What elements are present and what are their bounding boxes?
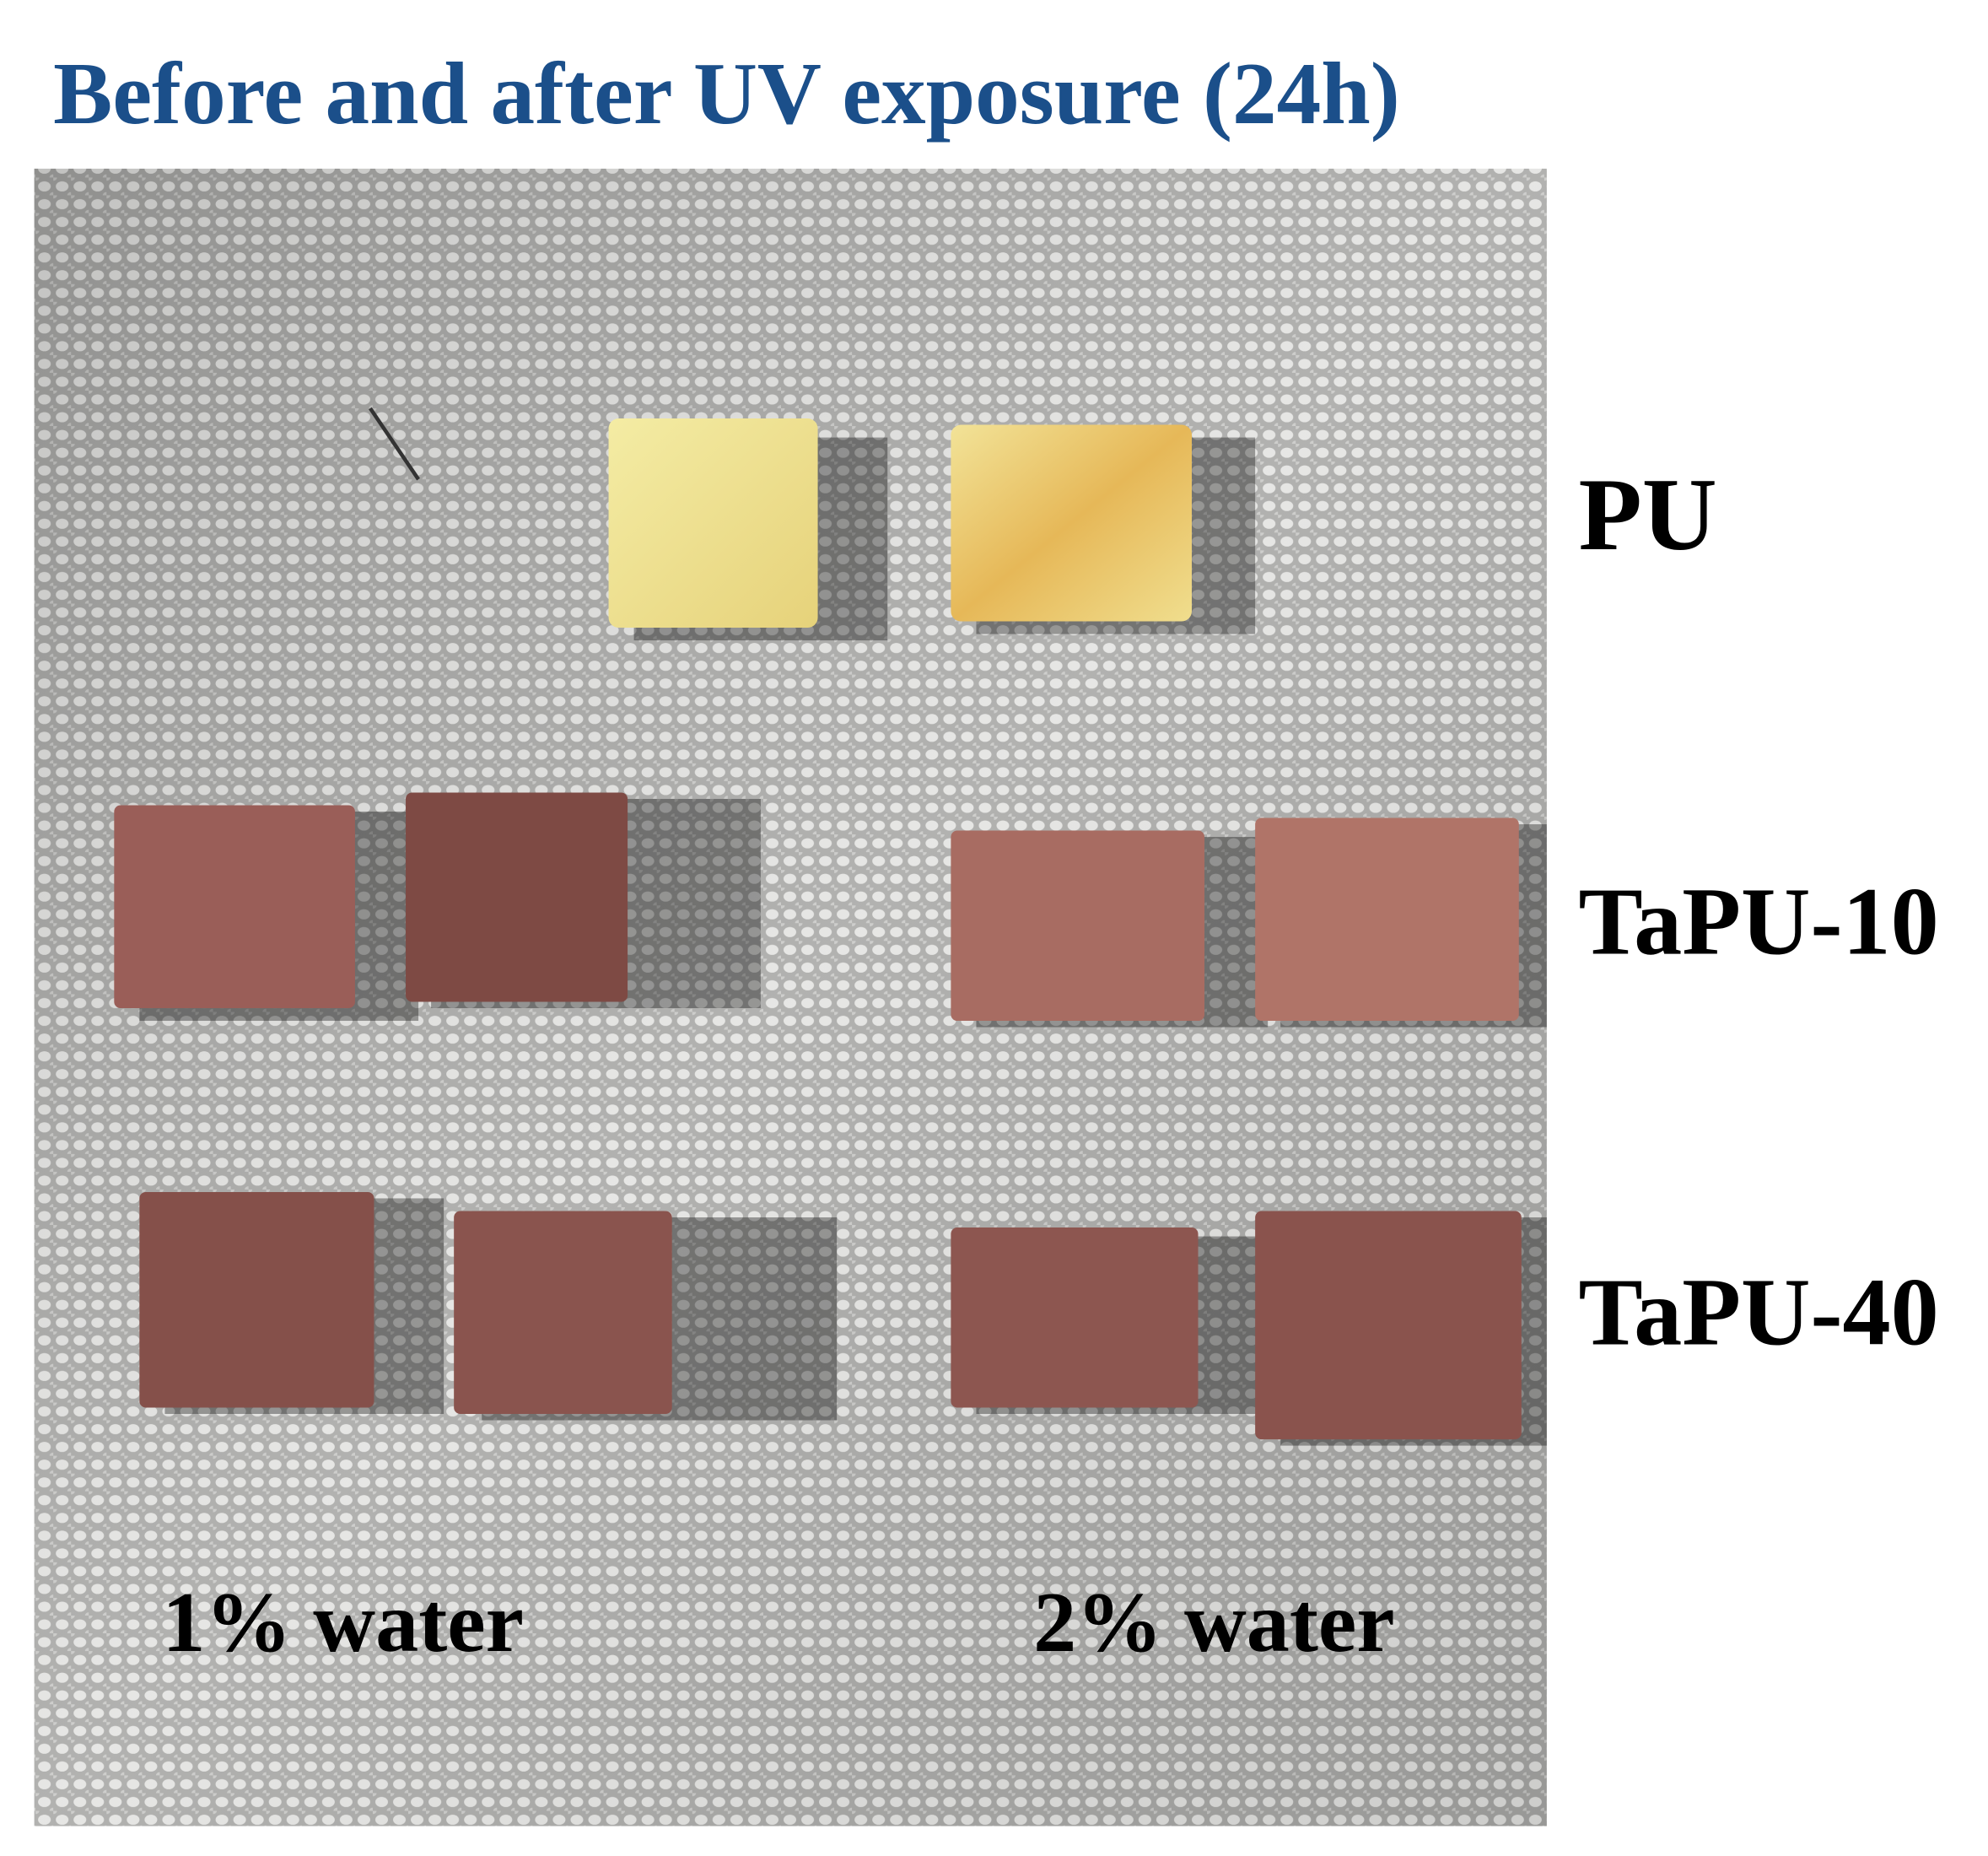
row-label: TaPU-10 [1578, 867, 1938, 974]
column-label: 1% water [162, 1575, 524, 1670]
figure-title: Before and after UV exposure (24h) [53, 44, 1400, 143]
row-label: TaPU-40 [1578, 1258, 1938, 1365]
row-label: PU [1578, 456, 1716, 572]
column-label: 2% water [1033, 1575, 1395, 1670]
photo: 1% water 2% water [34, 168, 1547, 1826]
